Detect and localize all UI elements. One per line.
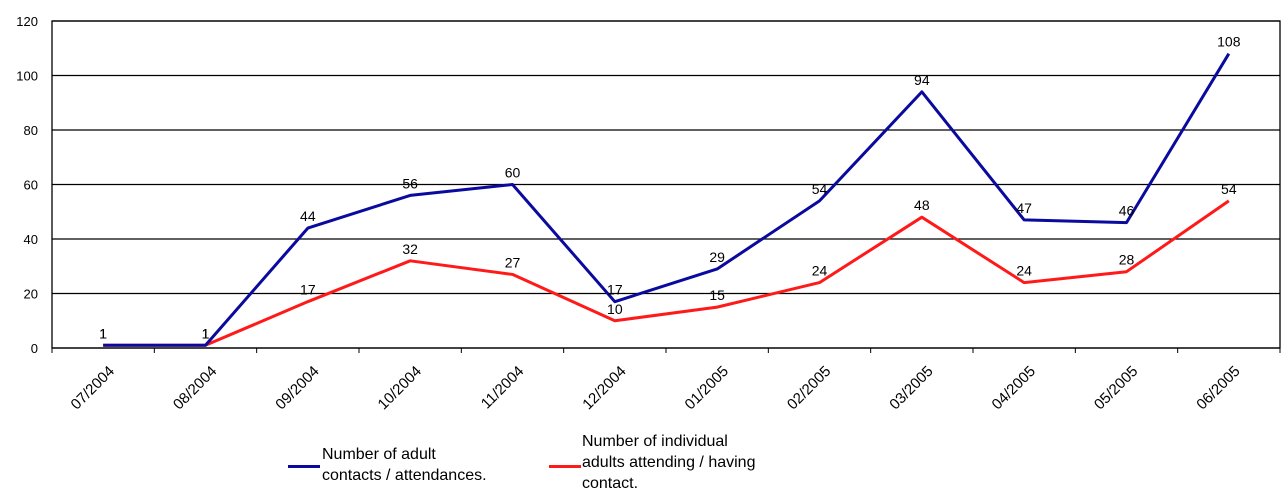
y-tick-label: 60 — [24, 178, 38, 193]
data-label-adult-contacts: 17 — [607, 282, 623, 298]
data-label-individual-adults: 54 — [1221, 181, 1237, 197]
x-tick-label: 05/2005 — [1091, 363, 1141, 413]
data-label-adult-contacts: 94 — [914, 72, 930, 88]
data-label-adult-contacts: 29 — [709, 249, 725, 265]
data-label-adult-contacts: 1 — [99, 325, 107, 341]
data-label-individual-adults: 28 — [1119, 252, 1135, 268]
y-tick-label: 80 — [24, 123, 38, 138]
x-tick-label: 04/2005 — [989, 363, 1039, 413]
y-tick-label: 20 — [24, 287, 38, 302]
data-label-adult-contacts: 44 — [300, 208, 316, 224]
data-label-individual-adults: 15 — [709, 287, 725, 303]
data-label-individual-adults: 17 — [300, 282, 316, 298]
y-tick-label: 100 — [16, 69, 38, 84]
x-tick-label: 12/2004 — [579, 363, 629, 413]
data-label-adult-contacts: 1 — [202, 325, 210, 341]
y-tick-label: 120 — [16, 14, 38, 29]
legend-swatch-individual-adults — [549, 465, 581, 468]
x-tick-label: 11/2004 — [478, 363, 528, 413]
x-tick-label: 02/2005 — [784, 363, 834, 413]
x-tick-label: 07/2004 — [68, 363, 118, 413]
x-tick-label: 01/2005 — [682, 363, 732, 413]
y-tick-label: 0 — [31, 341, 38, 356]
data-label-individual-adults: 24 — [1016, 263, 1032, 279]
data-label-individual-adults: 27 — [505, 254, 521, 270]
x-tick-label: 09/2004 — [272, 363, 322, 413]
data-label-individual-adults: 1 — [202, 325, 210, 341]
data-label-individual-adults: 24 — [812, 263, 828, 279]
legend-swatch-adult-contacts — [288, 465, 320, 468]
data-label-individual-adults: 32 — [402, 241, 418, 257]
data-label-adult-contacts: 47 — [1016, 200, 1032, 216]
data-label-individual-adults: 10 — [607, 301, 623, 317]
legend-label-individual-adults: Number of individual adults attending / … — [582, 433, 756, 492]
data-label-individual-adults: 48 — [914, 197, 930, 213]
data-label-adult-contacts: 60 — [505, 165, 521, 181]
x-tick-label: 10/2004 — [375, 363, 425, 413]
data-label-adult-contacts: 108 — [1217, 34, 1241, 50]
data-label-adult-contacts: 56 — [402, 175, 418, 191]
x-tick-label: 08/2004 — [170, 363, 220, 413]
x-tick-label: 03/2005 — [886, 363, 936, 413]
data-label-individual-adults: 1 — [99, 325, 107, 341]
series-line-individual-adults — [103, 199, 1230, 347]
x-tick-label: 06/2005 — [1193, 363, 1243, 413]
legend-label-adult-contacts: Number of adult contacts / attendances. — [322, 446, 487, 484]
data-label-adult-contacts: 46 — [1119, 203, 1135, 219]
series-line-adult-contacts — [103, 52, 1231, 347]
y-tick-label: 40 — [24, 232, 38, 247]
data-label-adult-contacts: 54 — [812, 181, 828, 197]
